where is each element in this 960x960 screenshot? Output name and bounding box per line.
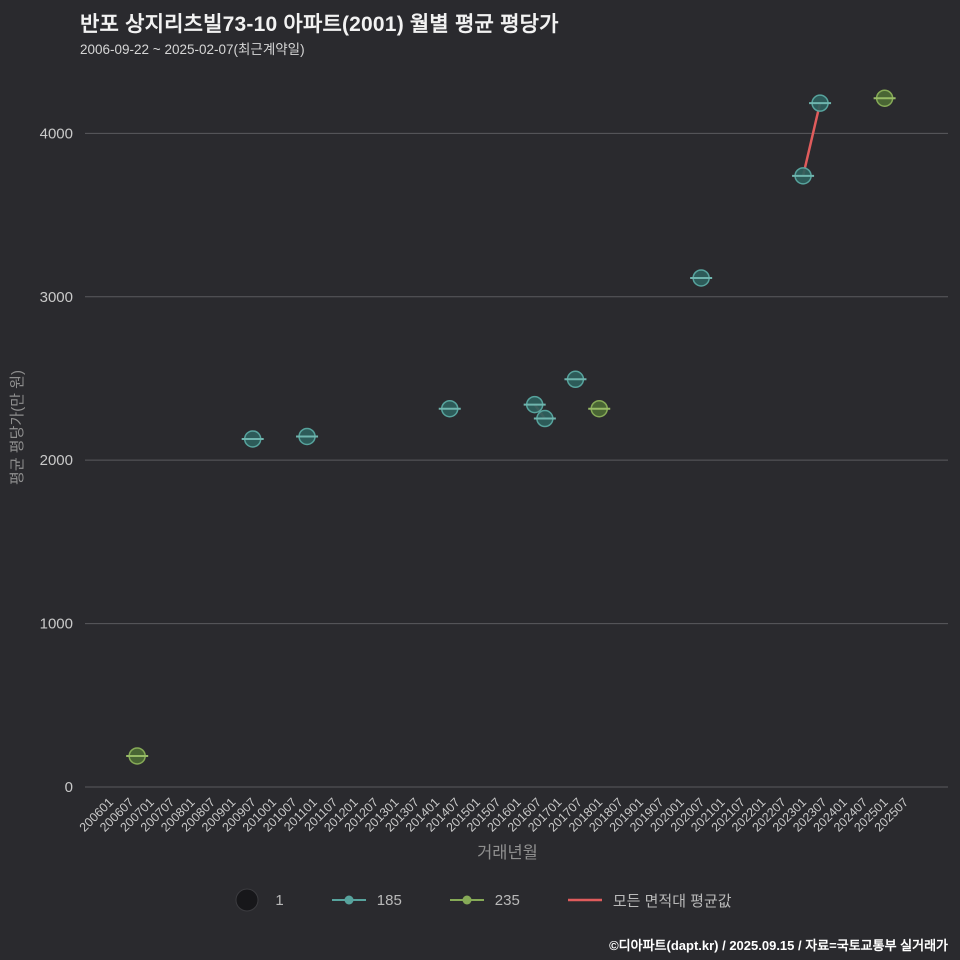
- y-tick-label: 0: [65, 779, 73, 796]
- chart-legend: 1 185 235 모든 면적대 평균값: [0, 888, 960, 912]
- page-subtitle: 2006-09-22 ~ 2025-02-07(최근계약일): [80, 42, 305, 57]
- data-points-layer: [126, 89, 896, 765]
- legend-item-185[interactable]: 185: [330, 888, 402, 912]
- gridlines: [85, 132, 948, 788]
- legend-item-size[interactable]: 1: [228, 888, 284, 912]
- legend-item-avg[interactable]: 모든 면적대 평균값: [566, 888, 732, 912]
- legend-label: 1: [275, 891, 284, 909]
- size-bubble-icon: [235, 888, 259, 912]
- x-axis-title: 거래년월: [477, 843, 538, 862]
- legend-label: 모든 면적대 평균값: [612, 892, 732, 910]
- page-title: 반포 상지리츠빌73-10 아파트(2001) 월별 평균 평당가: [80, 13, 559, 36]
- legend-label: 235: [494, 891, 520, 909]
- y-tick-label: 2000: [40, 452, 73, 469]
- series-marker-icon: [331, 895, 366, 905]
- legend-item-235[interactable]: 235: [448, 888, 520, 912]
- y-tick-label: 3000: [40, 289, 73, 306]
- y-tick-label: 4000: [40, 125, 73, 142]
- y-tick-label: 1000: [40, 616, 73, 633]
- footer-credit: ©디아파트(dapt.kr) / 2025.09.15 / 자료=국토교통부 실…: [609, 938, 948, 953]
- avg-line-icon: [567, 898, 602, 902]
- y-axis-title: 평균 평당가(만 원): [9, 370, 26, 485]
- legend-label: 185: [376, 891, 402, 909]
- series-marker-icon: [449, 895, 484, 905]
- avg-line-segment: [801, 102, 822, 177]
